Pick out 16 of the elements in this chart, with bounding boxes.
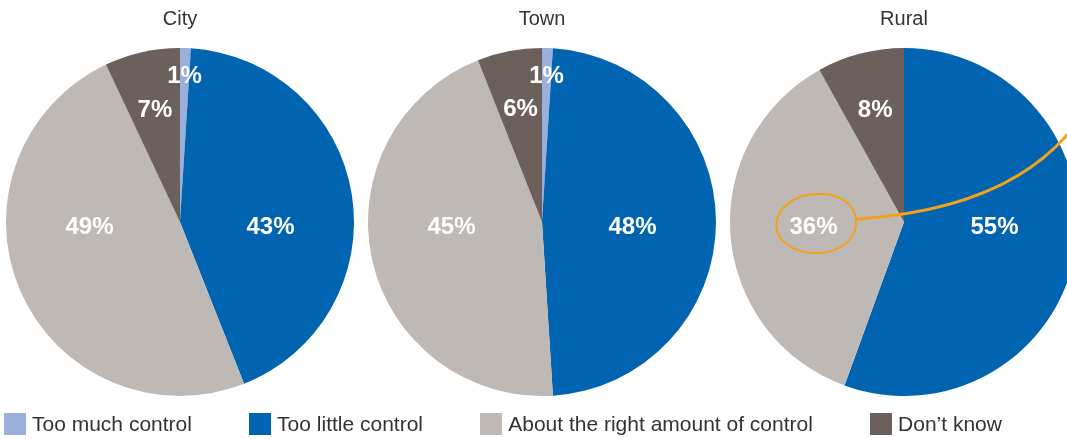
- slice-label: Rural: [879, 6, 929, 30]
- legend-label: Too much control: [32, 412, 192, 436]
- legend-label: Don’t know: [898, 412, 1002, 436]
- data-label: 49%: [65, 211, 114, 239]
- data-label: 48%: [608, 211, 657, 239]
- data-label: 7%: [137, 94, 173, 122]
- legend-label: Too little control: [277, 412, 424, 436]
- data-label: 55%: [970, 211, 1019, 239]
- data-label: 8%: [857, 95, 893, 123]
- data-label: 36%: [789, 211, 838, 239]
- data-label: 45%: [427, 211, 476, 239]
- data-label: 43%: [246, 211, 295, 239]
- data-label: 6%: [503, 93, 538, 121]
- legend-label: About the right amount of control: [508, 412, 813, 436]
- slice-label: City: [161, 6, 199, 30]
- slice-label: Town: [517, 6, 567, 30]
